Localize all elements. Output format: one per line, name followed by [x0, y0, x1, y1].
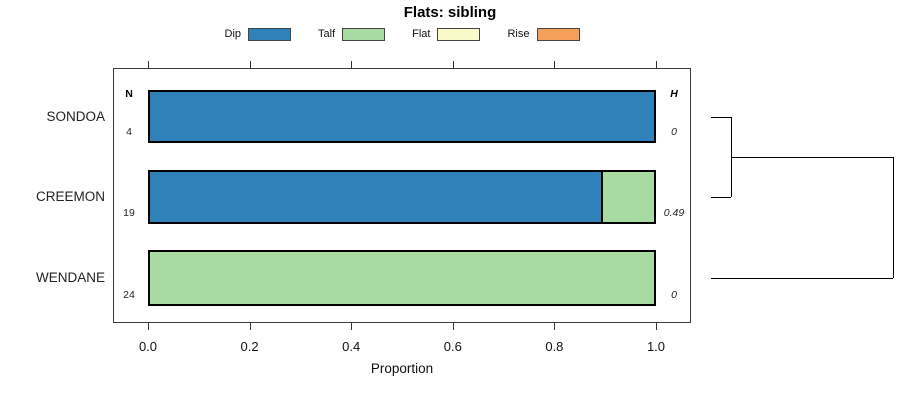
n-column-header: N	[125, 88, 133, 100]
h-column-header: H	[670, 88, 678, 100]
bar-segment-talf	[148, 250, 656, 306]
n-value: 24	[123, 289, 135, 301]
category-label-sondoa: SONDOA	[46, 108, 105, 124]
bar-wendane	[148, 250, 656, 306]
bar-sondoa	[148, 90, 656, 143]
bar-creemon	[148, 170, 656, 224]
axis-tick-top	[554, 61, 556, 68]
chart-title: Flats: sibling	[403, 4, 497, 21]
legend-swatch	[437, 27, 481, 41]
dendrogram-leaf-line	[711, 278, 893, 279]
axis-tick-label: 0.6	[443, 339, 462, 354]
axis-tick-label: 0.2	[240, 339, 259, 354]
legend-item-dip: Dip	[224, 27, 292, 41]
dendrogram-merge-line	[893, 156, 894, 278]
legend-item-rise: Rise	[507, 27, 580, 41]
axis-tick-bottom	[249, 323, 251, 330]
axis-tick-label: 0.8	[545, 339, 564, 354]
h-value: 0	[671, 289, 677, 301]
category-label-wendane: WENDANE	[35, 270, 105, 285]
axis-tick-top	[148, 61, 149, 68]
legend: Dip Talf Flat Rise	[113, 26, 691, 42]
axis-tick-bottom	[656, 323, 657, 330]
h-value: 0.49	[663, 207, 685, 219]
legend-swatch	[342, 27, 386, 41]
axis-tick-label: 1.0	[646, 339, 666, 354]
axis-tick-bottom	[148, 323, 149, 330]
axis-tick-top	[452, 61, 454, 68]
axis-tick-top	[656, 61, 657, 68]
axis-tick-bottom	[351, 323, 353, 330]
dendrogram-leaf-line	[711, 197, 731, 198]
bar-segment-talf	[601, 170, 656, 224]
legend-item-talf: Talf	[318, 27, 386, 41]
axis-tick-top	[249, 61, 251, 68]
dendrogram-leaf-line	[711, 116, 731, 118]
h-value: 0	[671, 126, 677, 138]
axis-tick-bottom	[554, 323, 556, 330]
legend-swatch	[536, 27, 580, 41]
axis-tick-bottom	[452, 323, 454, 330]
legend-label: Dip	[224, 28, 242, 40]
n-value: 4	[126, 126, 132, 138]
legend-swatch	[248, 27, 292, 41]
legend-label: Rise	[507, 28, 530, 40]
dendrogram-connector-line	[731, 156, 893, 158]
n-value: 19	[123, 207, 135, 219]
category-label-creemon: CREEMON	[35, 189, 105, 204]
legend-item-flat: Flat	[412, 27, 481, 41]
axis-tick-label: 0.0	[138, 339, 158, 354]
x-axis-label: Proportion	[370, 361, 434, 376]
bar-segment-dip	[148, 90, 656, 143]
bar-segment-dip	[148, 170, 603, 224]
legend-label: Flat	[412, 28, 431, 40]
axis-tick-top	[351, 61, 353, 68]
axis-tick-label: 0.4	[342, 339, 361, 354]
legend-label: Talf	[318, 28, 336, 40]
